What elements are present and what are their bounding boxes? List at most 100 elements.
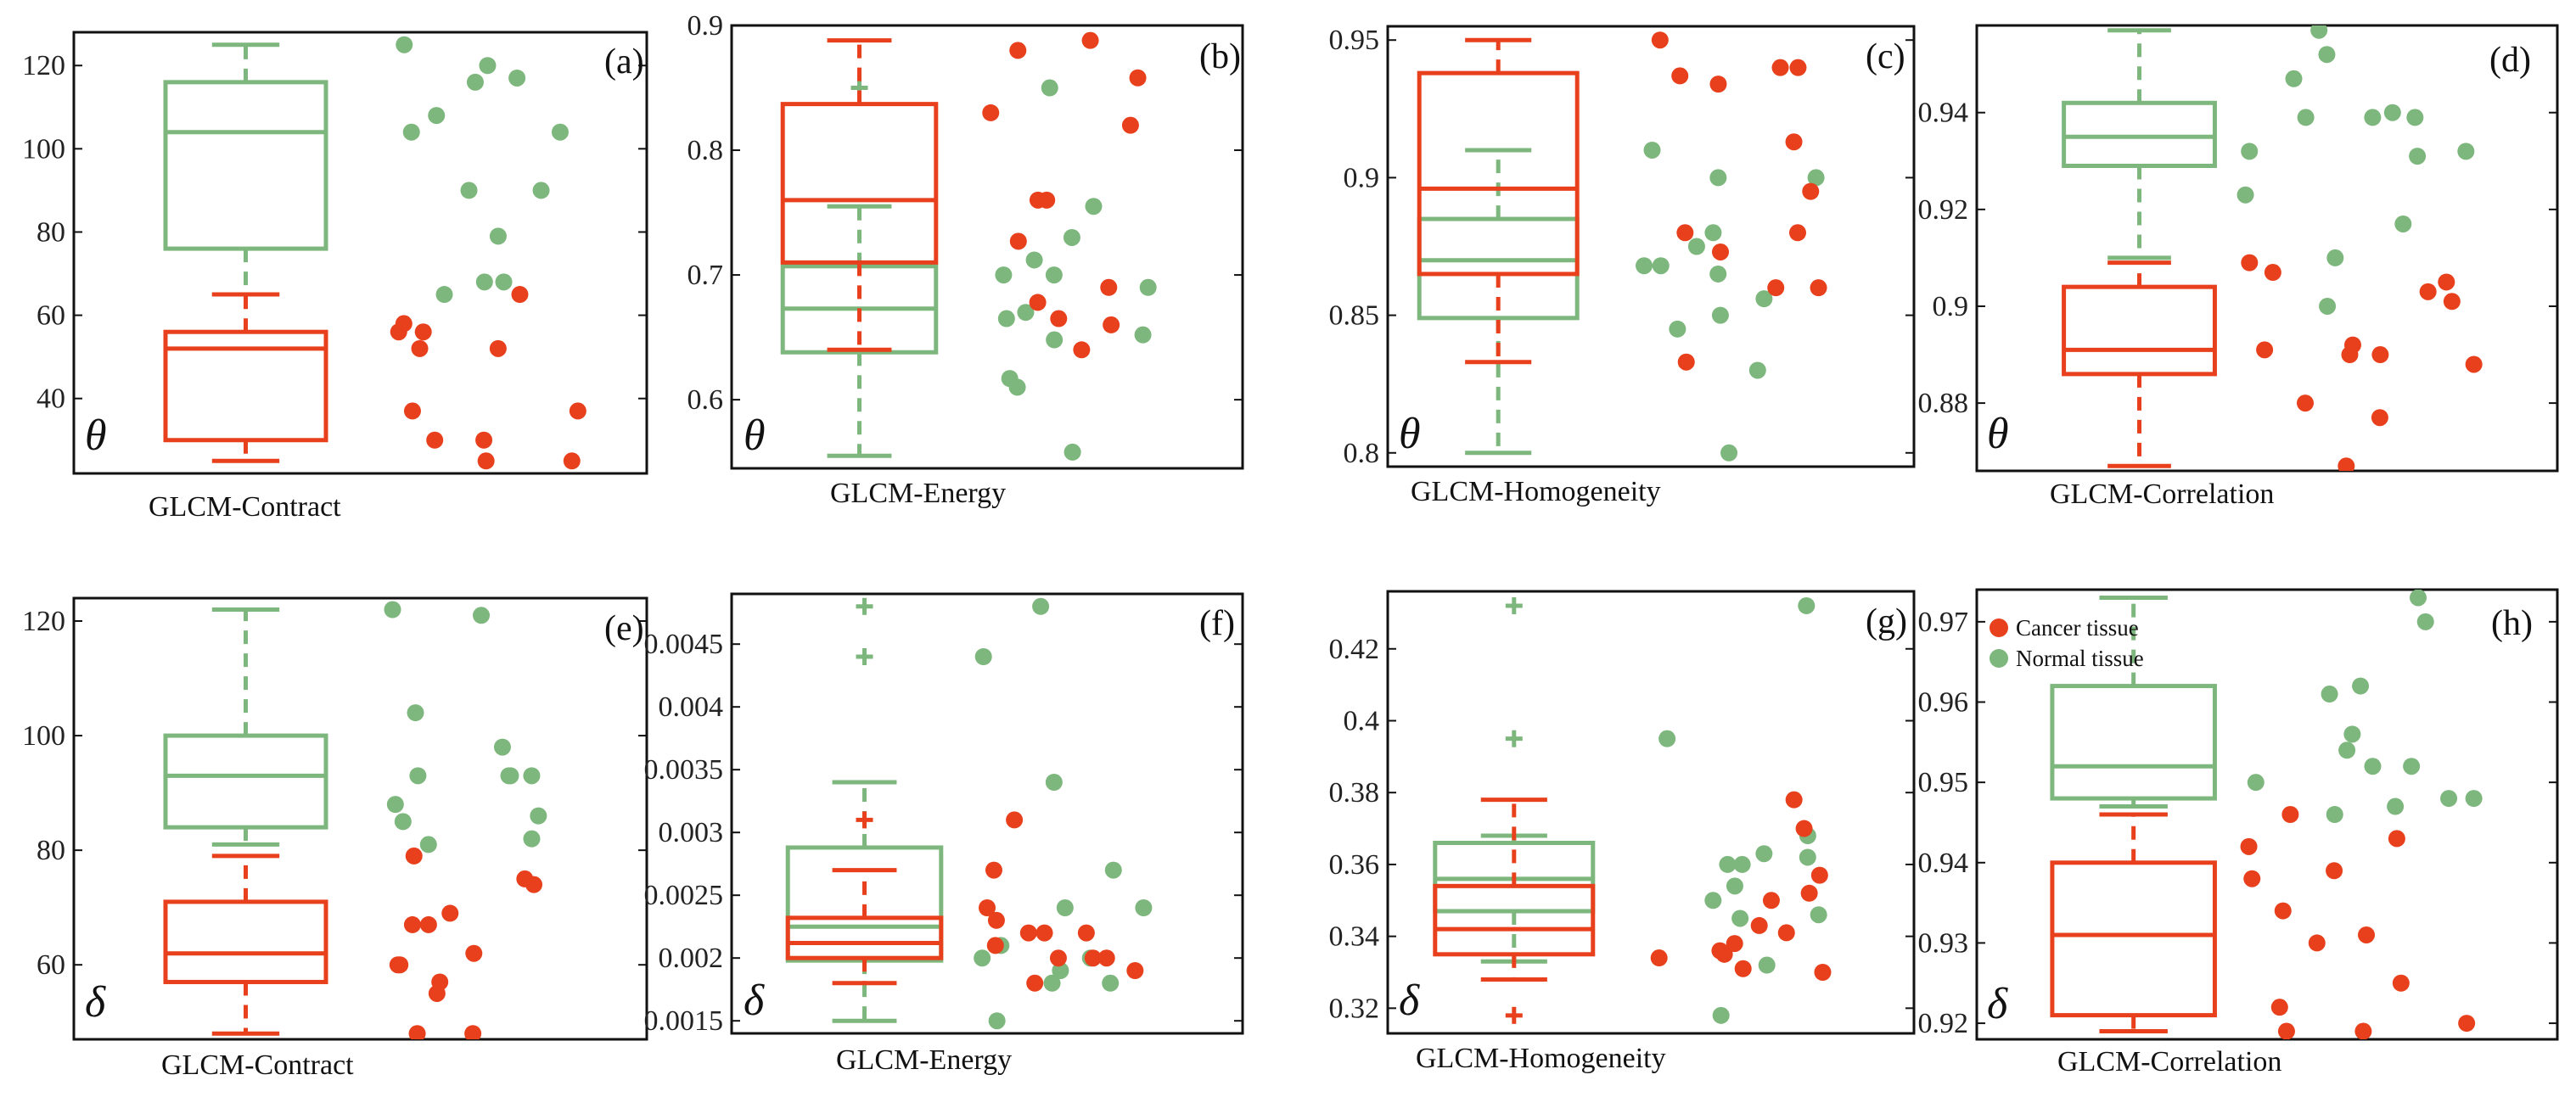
data-point-normal [2343,725,2361,743]
data-point-normal [997,310,1015,327]
data-point-normal [500,767,518,785]
plot-area [163,601,547,1039]
data-point-normal [384,601,401,618]
y-tick-label: 0.95 [1918,767,1969,798]
y-tick-label: 0.92 [1918,1008,1969,1039]
data-point-cancer [1035,924,1053,942]
data-point-cancer [2308,934,2326,952]
data-point-cancer [2326,862,2343,880]
data-point-cancer [1038,191,1056,209]
data-point-cancer [1103,316,1120,333]
box-iqr-cancer [1433,883,1596,957]
y-axis-ticks: 0.88 0.9 0.92 0.94 [1918,98,2557,419]
data-point-normal [2319,297,2337,315]
y-axis-ticks: 0.0015 0.002 0.0025 0.003 0.0035 0.004 0.0045 [644,629,1243,1037]
data-point-cancer [1126,962,1144,979]
box-iqr-cancer [780,102,939,265]
y-tick-label: 0.0015 [644,1005,724,1037]
data-point-cancer [1767,279,1785,297]
data-point-cancer [1651,31,1669,49]
box-cancer [163,292,328,463]
data-point-cancer [1009,232,1027,250]
data-point-normal [1045,774,1063,791]
y-tick-label: 0.6 [687,384,724,416]
data-point-normal [2364,109,2382,126]
data-point-cancer [1026,974,1044,992]
data-point-cancer [1810,866,1828,884]
box-iqr-normal [163,733,328,830]
data-point-normal [1733,855,1751,873]
data-point-normal [2310,25,2328,39]
data-point-cancer [403,402,421,420]
data-point-cancer [1712,243,1730,260]
points-cancer [2241,254,2483,471]
data-point-normal [1032,597,1050,615]
y-tick-label: 0.92 [1918,194,1969,226]
plot-area [2062,25,2483,471]
data-point-normal [419,836,437,854]
data-point-normal [493,738,511,756]
points-normal [2236,25,2475,315]
y-tick-label: 0.9 [687,10,724,42]
data-point-cancer [403,915,421,933]
data-point-normal [1726,877,1743,895]
legend: Cancer tissue Normal tissue [1990,615,2144,671]
data-point-normal [409,767,427,785]
data-point-normal [1712,1006,1730,1024]
data-point-cancer [2256,341,2274,359]
y-tick-label: 0.0045 [644,629,724,660]
data-point-cancer [2270,999,2288,1016]
box-normal [2062,28,2217,260]
data-point-cancer [979,899,996,916]
x-axis-label: GLCM-Contract [149,491,341,523]
data-point-cancer [1771,59,1789,76]
data-point-normal [530,807,547,825]
data-point-normal [1008,378,1026,396]
data-point-cancer [1671,67,1689,85]
data-point-normal [1711,306,1729,324]
feature-symbol: δ [1399,977,1420,1025]
points-normal [384,601,547,854]
data-point-cancer [2243,870,2261,887]
data-point-cancer [426,431,444,449]
y-tick-label: 100 [22,133,65,165]
data-point-normal [1704,224,1722,242]
data-point-cancer [1788,224,1806,242]
axes-frame [730,592,1244,1035]
data-point-cancer [1650,949,1668,967]
x-axis-label: GLCM-Correlation [2057,1046,2281,1077]
box-normal [163,42,328,297]
data-point-cancer [465,944,483,962]
y-tick-label: 100 [22,720,65,752]
data-point-normal [1064,443,1081,461]
data-point-normal [1643,141,1661,159]
data-point-normal [2465,790,2483,808]
y-tick-label: 0.004 [659,691,724,723]
data-point-cancer [2419,283,2437,300]
box-iqr-normal [2062,100,2217,168]
data-point-cancer [475,431,493,449]
y-tick-label: 60 [36,949,65,981]
y-tick-label: 80 [36,835,65,866]
y-tick-label: 0.0025 [644,880,724,911]
data-point-normal [1043,974,1061,992]
x-axis-label: GLCM-Energy [836,1044,1012,1076]
y-axis-ticks: 0.92 0.93 0.94 0.95 0.96 0.97 [1918,607,2557,1039]
data-point-cancer [414,323,432,341]
data-point-cancer [431,973,449,991]
data-point-normal [473,607,491,624]
data-point-cancer [1814,963,1832,981]
data-point-cancer [2388,830,2405,848]
points-normal [396,36,569,304]
data-point-cancer [1734,960,1752,977]
data-point-normal [1135,899,1153,916]
data-point-cancer [986,937,1004,954]
data-point-cancer [2371,346,2389,364]
y-tick-label: 0.8 [1344,438,1380,469]
data-point-cancer [1810,279,1827,297]
data-point-normal [523,767,541,785]
points-cancer [390,286,586,470]
data-point-normal [1758,956,1776,974]
data-point-normal [1056,899,1074,916]
points-normal [1658,596,1827,1024]
